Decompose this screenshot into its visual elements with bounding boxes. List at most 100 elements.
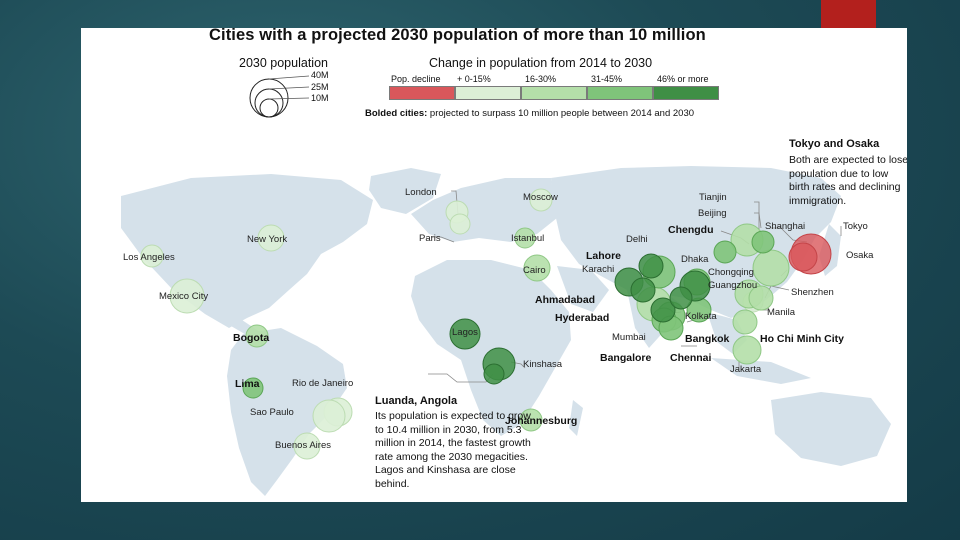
landmass-africa [411, 260, 571, 436]
circle-cairo [523, 254, 551, 282]
city-label-mexico-city: Mexico City [159, 291, 208, 302]
city-label-manila: Manila [767, 307, 796, 318]
circle-los-angeles [140, 244, 164, 268]
city-label-rio: Rio de Janeiro [292, 378, 353, 389]
city-label-bangalore: Bangalore [600, 352, 652, 364]
world-map: London Moscow Paris Istanbul Cairo Los A… [121, 166, 891, 496]
circle-bogota [245, 324, 269, 348]
circle-moscow [529, 188, 553, 212]
city-label-beijing: Beijing [698, 208, 727, 219]
city-label-johannesburg: Johannesburg [505, 415, 577, 427]
swatch-46-plus [653, 86, 719, 100]
city-label-lima: Lima [235, 378, 260, 390]
city-label-delhi: Delhi [626, 234, 648, 245]
city-label-ahmadabad: Ahmadabad [535, 294, 595, 306]
city-label-los-angeles: Los Angeles [123, 252, 175, 263]
city-label-osaka: Osaka [846, 250, 874, 261]
legend-label-46-plus: 46% or more [657, 74, 709, 84]
city-label-chongqing: Chongqing [708, 267, 754, 278]
circle-mexico-city [169, 278, 205, 314]
city-label-bangkok: Bangkok [685, 333, 730, 345]
circle-osaka [788, 242, 818, 272]
city-label-cairo: Cairo [523, 265, 546, 276]
city-label-hyderabad: Hyderabad [555, 312, 609, 324]
circle-jakarta [732, 335, 762, 365]
circle-chengdu [713, 240, 737, 264]
circle-luanda [483, 363, 505, 385]
bolded-cities-text: projected to surpass 10 million people b… [427, 108, 695, 119]
city-label-dhaka: Dhaka [681, 254, 709, 265]
city-label-kolkata: Kolkata [685, 311, 717, 322]
note-luanda-title: Luanda, Angola [375, 395, 458, 407]
circle-ahmadabad [630, 277, 656, 303]
city-label-lahore: Lahore [586, 250, 621, 262]
map-title: Cities with a projected 2030 population … [209, 28, 706, 44]
swatch-decline [389, 86, 455, 100]
growth-0-15-circles [140, 188, 764, 460]
city-label-lagos: Lagos [452, 327, 478, 338]
city-label-moscow: Moscow [523, 192, 558, 203]
city-label-mumbai: Mumbai [612, 332, 646, 343]
size-legend-25m: 25M [311, 82, 329, 92]
city-label-karachi: Karachi [582, 264, 614, 275]
legend-label-31-45: 31-45% [591, 74, 623, 84]
decline-circles [788, 233, 832, 275]
circle-sao-paulo [312, 399, 346, 433]
city-label-buenos-aires: Buenos Aires [275, 440, 331, 451]
city-label-shenzhen: Shenzhen [791, 287, 834, 298]
landmass-greenland [369, 168, 441, 214]
landmass-europe [411, 178, 557, 242]
color-legend-swatches [389, 86, 719, 100]
circle-istanbul [514, 227, 536, 249]
landmass-south-america [227, 328, 347, 496]
circle-manila [732, 309, 758, 335]
note-tokyo-osaka-title: Tokyo and Osaka [789, 138, 880, 150]
circle-tianjin [751, 230, 775, 254]
landmass-arabia [557, 266, 609, 312]
city-label-chennai: Chennai [670, 352, 712, 364]
city-label-guangzhou: Guangzhou [708, 280, 757, 291]
city-label-kinshasa: Kinshasa [523, 359, 563, 370]
circle-johannesburg [519, 408, 543, 432]
swatch-16-30 [521, 86, 587, 100]
circle-shanghai [752, 249, 790, 287]
legend-label-decline: Pop. decline [391, 74, 441, 84]
city-label-new-york: New York [247, 234, 287, 245]
city-label-tokyo: Tokyo [843, 221, 868, 232]
city-label-london: London [405, 187, 437, 198]
bolded-cities-prefix: Bolded cities: [365, 108, 428, 119]
swatch-31-45 [587, 86, 653, 100]
legend-label-0-15: + 0-15% [457, 74, 491, 84]
circle-buenos-aires [293, 432, 321, 460]
map-slide: Cities with a projected 2030 population … [81, 28, 907, 502]
city-labels: London Moscow Paris Istanbul Cairo Los A… [123, 187, 874, 451]
circle-shenzhen [748, 285, 774, 311]
city-label-shanghai: Shanghai [765, 221, 805, 232]
city-label-chengdu: Chengdu [668, 224, 714, 236]
city-label-sao-paulo: Sao Paulo [250, 407, 294, 418]
note-tokyo-osaka-body: Both are expected to lose population due… [789, 154, 907, 207]
size-legend-40m: 40M [311, 70, 329, 80]
corner-accent-bar [821, 0, 876, 28]
city-label-istanbul: Istanbul [511, 233, 544, 244]
size-legend-10m: 10M [311, 93, 329, 103]
size-legend-circles [249, 75, 310, 118]
city-label-bogota: Bogota [233, 332, 269, 344]
circle-new-york [257, 224, 285, 252]
circle-paris [449, 213, 471, 235]
city-label-ho-chi-minh: Ho Chi Minh City [760, 333, 844, 345]
legend-label-16-30: 16-30% [525, 74, 557, 84]
growth-46-plus-circles [449, 253, 711, 385]
landmass-australia [771, 392, 891, 466]
bolded-cities-note: Bolded cities: projected to surpass 10 m… [365, 108, 694, 119]
note-luanda-body: Its population is expected to grow to 10… [375, 410, 531, 490]
color-legend-title: Change in population from 2014 to 2030 [429, 56, 653, 70]
circle-kolkata [669, 286, 693, 310]
swatch-0-15 [455, 86, 521, 100]
size-legend-title: 2030 population [239, 56, 328, 70]
city-label-tianjin: Tianjin [699, 192, 727, 203]
landmass-madagascar [569, 400, 583, 436]
city-label-paris: Paris [419, 233, 441, 244]
landmass-indonesia [711, 358, 811, 384]
circle-lagos [449, 318, 481, 350]
